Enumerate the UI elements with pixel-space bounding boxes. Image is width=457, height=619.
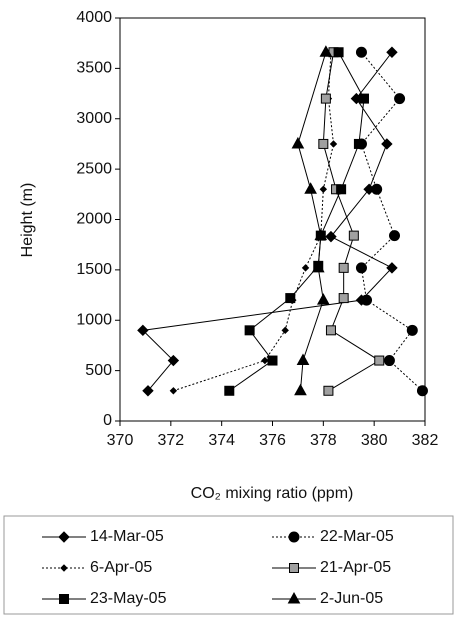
marker <box>224 385 235 396</box>
marker <box>371 183 383 195</box>
x-tick-label: 380 <box>361 432 388 449</box>
y-tick-label: 2500 <box>76 160 112 177</box>
legend-label: 2-Jun-05 <box>320 590 383 607</box>
series-line <box>141 51 393 392</box>
x-tick-label: 372 <box>157 432 184 449</box>
marker <box>353 138 364 149</box>
series-line <box>360 51 423 392</box>
legend-marker <box>60 564 68 572</box>
series-line <box>297 52 327 391</box>
marker <box>323 385 334 396</box>
marker <box>381 138 393 150</box>
y-axis-label: Height (m) <box>19 183 36 258</box>
marker <box>348 230 359 241</box>
marker <box>386 46 398 58</box>
marker <box>359 93 369 104</box>
legend-label: 14-Mar-05 <box>90 528 164 545</box>
marker <box>355 262 367 274</box>
legend-label: 21-Apr-05 <box>320 559 391 576</box>
marker <box>169 387 178 395</box>
marker <box>301 264 310 272</box>
marker <box>319 45 333 57</box>
marker <box>137 324 149 337</box>
marker <box>281 326 289 335</box>
x-tick-label: 382 <box>412 432 439 449</box>
y-tick-label: 0 <box>103 412 112 429</box>
marker <box>318 138 329 149</box>
marker <box>338 262 349 273</box>
marker <box>314 228 328 241</box>
marker <box>319 185 328 193</box>
y-tick-label: 3500 <box>76 60 112 77</box>
y-tick-label: 500 <box>85 362 112 379</box>
y-tick-label: 1500 <box>76 261 112 278</box>
marker <box>304 182 317 194</box>
marker <box>142 385 154 397</box>
marker <box>383 355 395 367</box>
legend-marker <box>289 563 299 573</box>
marker <box>291 136 305 149</box>
marker <box>311 260 325 273</box>
marker <box>406 324 418 336</box>
series-line <box>322 52 381 392</box>
legend-label: 22-Mar-05 <box>320 528 394 545</box>
marker <box>389 230 400 242</box>
y-tick-label: 3000 <box>76 110 112 127</box>
marker <box>294 383 307 396</box>
marker <box>167 354 180 367</box>
marker <box>355 46 367 58</box>
y-tick-label: 4000 <box>76 9 112 26</box>
legend-marker <box>288 531 300 543</box>
marker <box>316 293 330 305</box>
marker <box>261 356 269 365</box>
marker <box>361 294 373 306</box>
marker <box>333 47 344 58</box>
marker <box>267 355 278 366</box>
marker <box>374 355 385 366</box>
x-tick-label: 376 <box>259 432 286 449</box>
marker <box>386 262 398 274</box>
marker <box>296 353 310 366</box>
legend-marker <box>59 594 69 604</box>
legend-label: 23-May-05 <box>90 590 167 607</box>
x-tick-label: 378 <box>310 432 337 449</box>
legend-marker <box>287 591 301 604</box>
y-tick-label: 1000 <box>76 311 112 328</box>
x-tick-label: 370 <box>107 432 134 449</box>
marker <box>325 325 336 336</box>
marker <box>416 385 428 397</box>
marker <box>285 293 296 304</box>
series-line <box>173 52 335 392</box>
legend-label: 6-Apr-05 <box>90 559 152 576</box>
x-axis-label: CO₂ mixing ratio (ppm) <box>191 485 354 502</box>
marker <box>336 184 347 195</box>
series-line <box>229 52 365 392</box>
marker <box>325 230 337 243</box>
x-tick-label: 374 <box>208 432 235 449</box>
marker <box>244 325 255 336</box>
marker <box>338 293 349 304</box>
y-tick-label: 2000 <box>76 211 112 228</box>
marker <box>394 93 406 105</box>
legend-frame <box>3 515 454 615</box>
legend-marker <box>58 531 70 543</box>
marker <box>320 93 331 104</box>
marker <box>329 140 338 148</box>
